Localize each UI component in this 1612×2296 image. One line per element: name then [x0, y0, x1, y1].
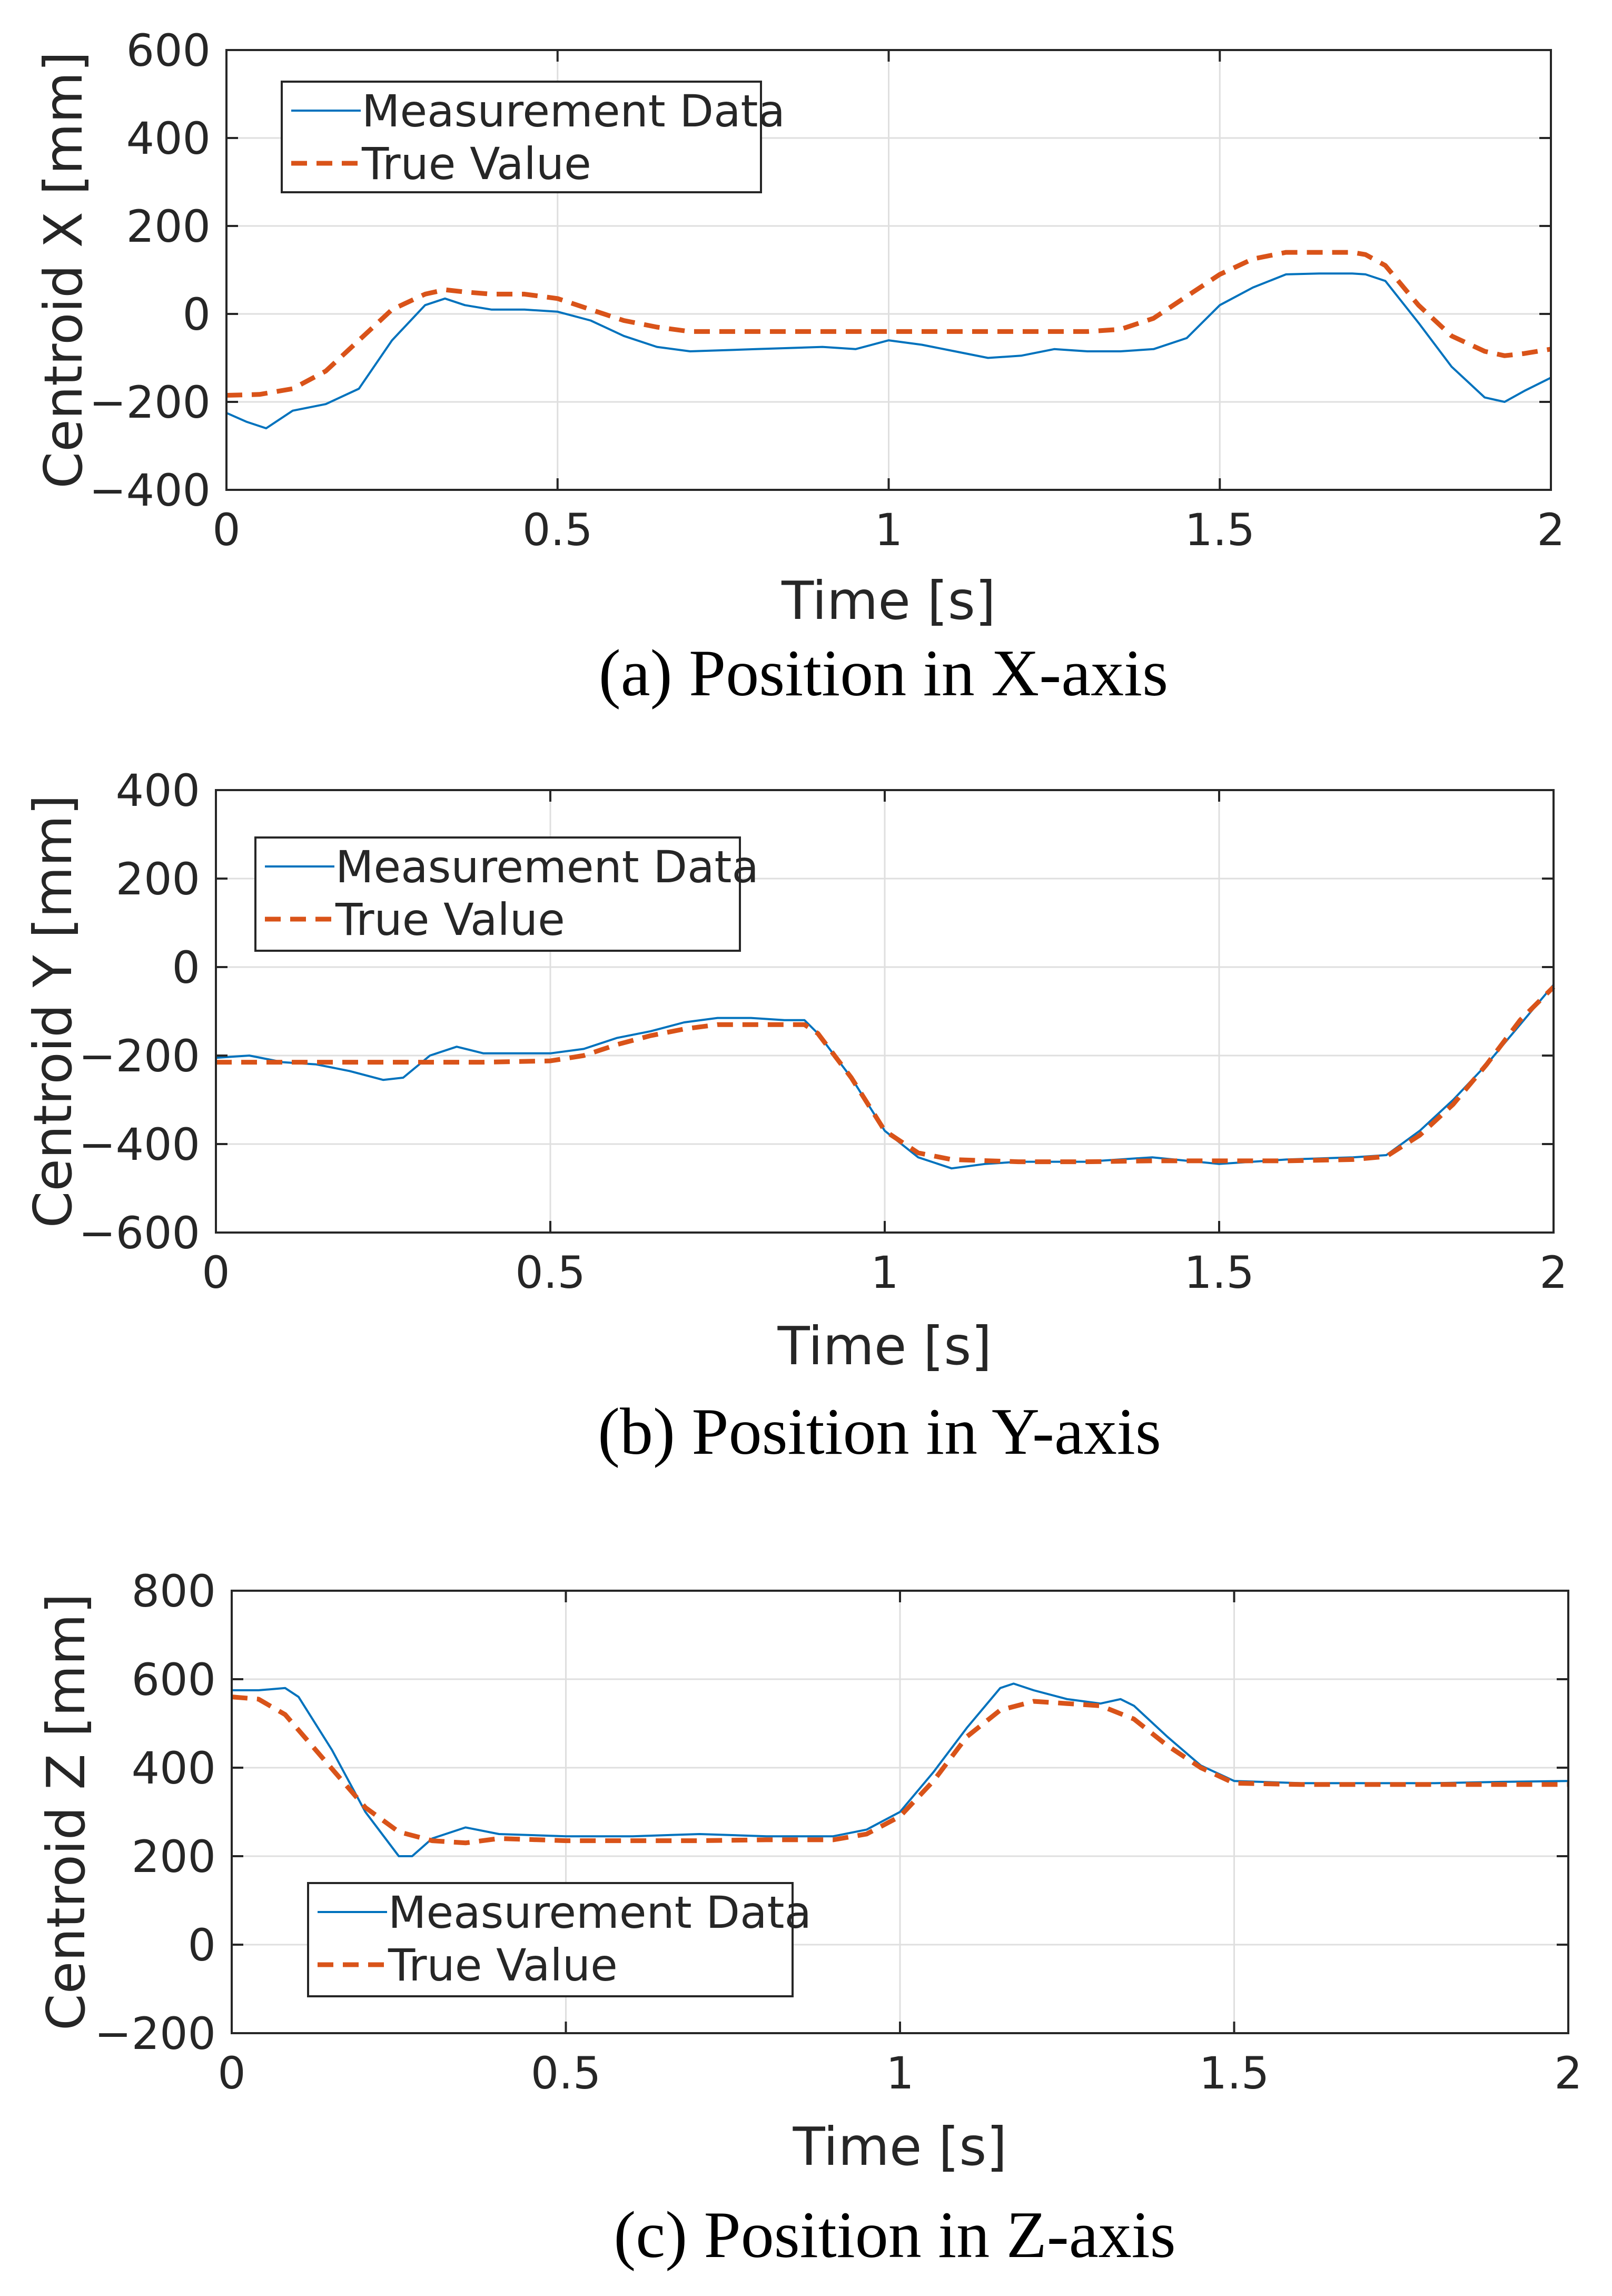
y-tick-label: −200 — [94, 2008, 216, 2059]
y-tick-label: 0 — [188, 1919, 216, 1971]
chart-z-legend: Measurement Data True Value — [307, 1882, 812, 1997]
x-tick-label: 1 — [875, 504, 903, 556]
x-tick-label: 0 — [217, 2047, 245, 2099]
x-tick-label: 0 — [212, 504, 240, 556]
chart-y-ylabel: Centroid Y [mm] — [22, 795, 84, 1228]
y-tick-label: 200 — [132, 1831, 216, 1883]
y-tick-label: −400 — [78, 1119, 200, 1170]
series-true-value-line — [226, 250, 1551, 398]
chart-y-ticks: 0 0.5 1 1.5 2 −600 −400 −200 0 200 400 — [78, 765, 1567, 1298]
y-tick-label: −200 — [89, 377, 211, 428]
chart-z-legend-label-measurement: Measurement Data — [388, 1887, 812, 1938]
chart-x-series — [226, 250, 1551, 430]
x-tick-label: 0 — [202, 1247, 230, 1298]
y-tick-label: 800 — [132, 1565, 216, 1617]
y-tick-label: −200 — [78, 1030, 200, 1082]
x-tick-label: 0.5 — [515, 1247, 586, 1298]
x-tick-label: 1 — [871, 1247, 898, 1298]
x-tick-label: 1.5 — [1184, 1247, 1254, 1298]
y-tick-label: 400 — [116, 765, 200, 816]
chart-z-series — [231, 1682, 1569, 1857]
y-tick-label: 400 — [132, 1742, 216, 1794]
y-tick-label: −400 — [89, 465, 211, 516]
chart-x-legend: Measurement Data True Value — [281, 81, 785, 193]
chart-z-ylabel: Centroid Z [mm] — [35, 1593, 97, 2031]
chart-x-ylabel: Centroid X [mm] — [33, 51, 94, 488]
chart-y-legend-label-true: True Value — [335, 894, 565, 945]
chart-y-position: 0 0.5 1 1.5 2 −600 −400 −200 0 200 400 Time [s] Ce… — [22, 765, 1568, 1469]
chart-y-legend-box — [254, 836, 741, 952]
y-tick-label: 200 — [116, 853, 200, 905]
x-tick-label: 2 — [1539, 1247, 1567, 1298]
x-tick-label: 0.5 — [522, 504, 593, 556]
chart-y-legend: Measurement Data True Value — [254, 836, 759, 952]
chart-x-caption: (a) Position in X-axis — [599, 637, 1168, 710]
y-tick-label: 200 — [126, 201, 211, 252]
chart-z-legend-box — [307, 1882, 794, 1997]
x-tick-label: 1.5 — [1184, 504, 1255, 556]
chart-x-ticks: 0 0.5 1 1.5 2 −400 −200 0 200 400 600 — [89, 25, 1565, 556]
chart-y-caption: (b) Position in Y-axis — [598, 1395, 1161, 1469]
y-tick-label: 600 — [126, 25, 211, 76]
chart-x-legend-label-measurement: Measurement Data — [362, 85, 785, 137]
x-tick-label: 2 — [1537, 504, 1565, 556]
chart-x-legend-box — [281, 81, 762, 193]
x-tick-label: 0.5 — [531, 2047, 601, 2099]
chart-z-caption: (c) Position in Z-axis — [614, 2199, 1175, 2272]
chart-x-legend-label-true: True Value — [361, 138, 591, 190]
series-true-value-line — [231, 1694, 1568, 1846]
x-tick-label: 2 — [1554, 2047, 1582, 2099]
y-tick-label: 400 — [126, 113, 211, 164]
chart-x-xlabel: Time [s] — [781, 570, 996, 632]
y-tick-label: 600 — [132, 1654, 216, 1706]
chart-y-legend-label-measurement: Measurement Data — [335, 841, 759, 893]
chart-y-series — [215, 984, 1556, 1170]
x-tick-label: 1 — [886, 2047, 914, 2099]
series-true-value-line — [216, 985, 1556, 1165]
chart-z-xlabel: Time [s] — [793, 2116, 1007, 2177]
y-tick-label: −600 — [78, 1207, 200, 1259]
series-measurement-line — [232, 1682, 1569, 1857]
y-tick-label: 0 — [172, 942, 200, 993]
series-measurement-line — [226, 272, 1551, 430]
chart-y-xlabel: Time [s] — [777, 1315, 992, 1377]
y-tick-label: 0 — [183, 289, 211, 340]
chart-x-position: 0 0.5 1 1.5 2 −400 −200 0 200 400 600 Time [s] Cen… — [33, 25, 1565, 710]
x-tick-label: 1.5 — [1199, 2047, 1270, 2099]
chart-z-legend-label-true: True Value — [388, 1939, 618, 1991]
